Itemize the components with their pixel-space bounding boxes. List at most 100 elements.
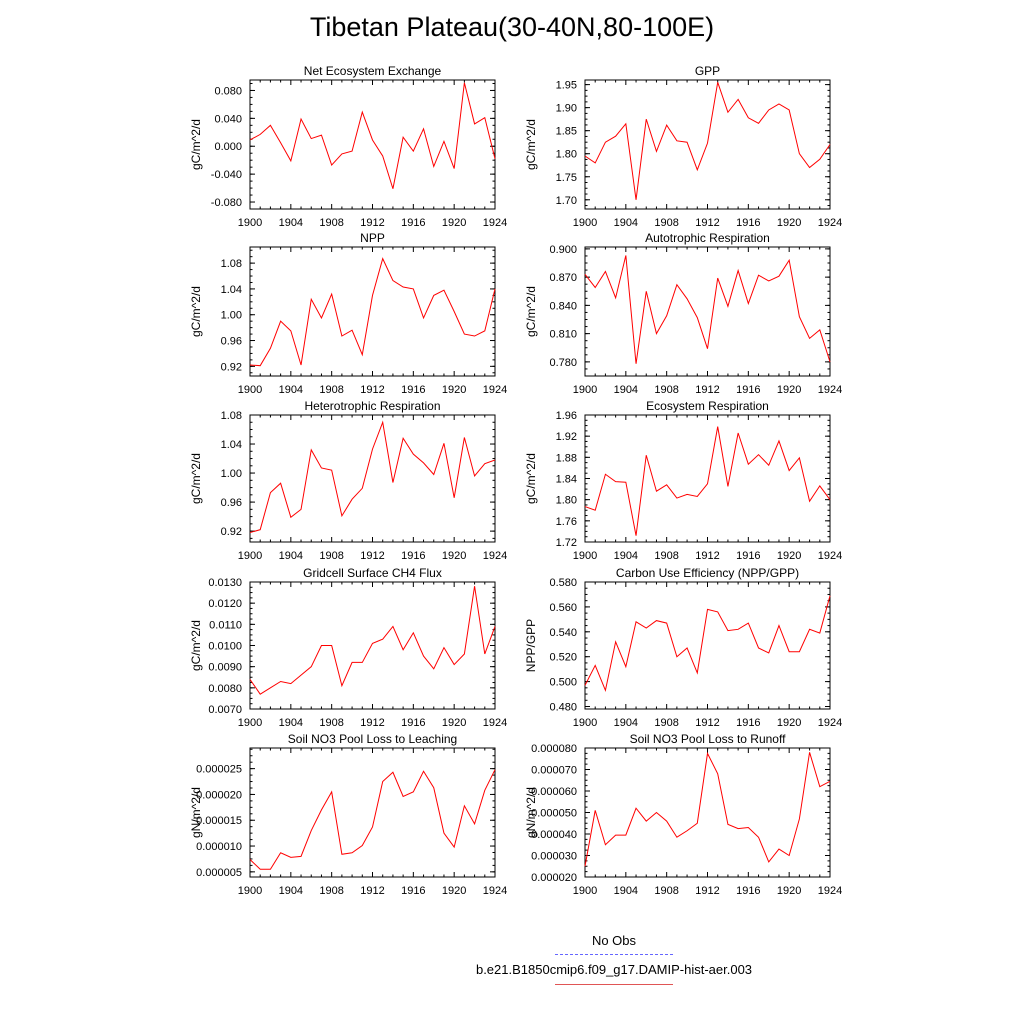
x-tick-label: 1920 — [442, 550, 466, 562]
y-tick-label: 0.500 — [549, 677, 577, 689]
y-tick-label: 1.84 — [556, 474, 577, 486]
plot-frame — [249, 581, 496, 710]
y-tick-label: 0.870 — [549, 272, 577, 284]
y-tick-label: 1.88 — [556, 452, 577, 464]
y-tick-label: 0.840 — [549, 300, 577, 312]
x-tick-label: 1908 — [319, 217, 343, 229]
plot-frame — [584, 747, 831, 878]
y-tick-label: 1.08 — [221, 410, 242, 422]
y-tick-label: 0.580 — [549, 577, 577, 589]
y-tick-label: 0.0090 — [208, 662, 242, 674]
y-axis-label: gN/m^2/d — [189, 787, 203, 838]
legend-swatch-model-run — [555, 984, 673, 985]
y-tick-label: 0.0110 — [209, 619, 242, 631]
x-tick-label: 1900 — [573, 550, 597, 562]
x-tick-label: 1900 — [573, 217, 597, 229]
y-tick-label: 0.780 — [549, 357, 577, 369]
panel-title: Soil NO3 Pool Loss to Leaching — [288, 732, 457, 746]
panel-title: Autotrophic Respiration — [645, 231, 770, 245]
y-tick-label: 1.76 — [556, 516, 577, 528]
y-tick-label: 1.00 — [221, 468, 242, 480]
page-title: Tibetan Plateau(30-40N,80-100E) — [309, 12, 715, 42]
series-line — [584, 595, 831, 693]
x-tick-label: 1908 — [319, 550, 343, 562]
y-tick-label: 0.96 — [221, 497, 242, 509]
x-tick-label: 1920 — [777, 217, 801, 229]
y-axis-label: NPP/GPP — [524, 619, 538, 672]
x-tick-label: 1908 — [319, 384, 343, 396]
panel-2: GPP gC/m^2/d 1900 1904 1908 1912 1916 1920 1924 1… — [524, 64, 842, 229]
y-tick-label: 0.0100 — [208, 641, 242, 653]
y-tick-label: 1.04 — [221, 439, 242, 451]
panel-10: Soil NO3 Pool Loss to Runoff gN/m^2/d 1900… — [524, 732, 842, 897]
legend-label-model-run: b.e21.B1850cmip6.f09_g17.DAMIP-hist-aer.… — [475, 962, 753, 977]
series-line — [584, 82, 831, 200]
x-tick-label: 1916 — [401, 217, 425, 229]
y-tick-label: 1.04 — [221, 284, 242, 296]
y-tick-label: 1.85 — [556, 126, 577, 138]
y-tick-label: 0.480 — [549, 702, 577, 714]
panel-title: Soil NO3 Pool Loss to Runoff — [630, 732, 787, 746]
x-tick-label: 1924 — [818, 550, 842, 562]
x-tick-label: 1900 — [238, 384, 262, 396]
y-tick-label: 1.92 — [556, 431, 577, 443]
y-tick-label: 0.0120 — [208, 598, 242, 610]
x-tick-label: 1904 — [614, 717, 638, 729]
y-axis-label: gC/m^2/d — [189, 286, 203, 337]
y-tick-label: 0.96 — [221, 336, 242, 348]
y-tick-label: 0.0070 — [208, 704, 242, 716]
y-tick-label: 0.560 — [549, 602, 577, 614]
y-tick-label: -0.040 — [211, 169, 242, 181]
x-tick-label: 1908 — [654, 550, 678, 562]
x-tick-label: 1900 — [573, 384, 597, 396]
panel-4: Autotrophic Respiration gC/m^2/d 1900 1904 1… — [524, 231, 842, 396]
x-tick-label: 1904 — [614, 885, 638, 897]
panel-9: Soil NO3 Pool Loss to Leaching gN/m^2/d 19… — [189, 732, 507, 897]
y-tick-label: 0.040 — [214, 113, 242, 125]
y-axis-label: gC/m^2/d — [189, 119, 203, 170]
x-tick-label: 1912 — [695, 384, 719, 396]
x-tick-label: 1904 — [614, 217, 638, 229]
x-tick-label: 1924 — [483, 885, 507, 897]
panel-title: Net Ecosystem Exchange — [304, 64, 442, 78]
x-tick-label: 1904 — [279, 550, 303, 562]
plot-frame — [249, 414, 496, 543]
panel-5: Heterotrophic Respiration gC/m^2/d 1900 190… — [189, 399, 507, 562]
y-tick-label: 0.000080 — [531, 743, 577, 755]
x-tick-label: 1920 — [442, 717, 466, 729]
legend-label-no-obs: No Obs — [591, 933, 637, 948]
plot-frame — [584, 246, 831, 377]
y-tick-label: 1.95 — [556, 80, 577, 92]
x-tick-label: 1924 — [818, 717, 842, 729]
x-tick-label: 1904 — [279, 717, 303, 729]
y-tick-label: 0.000060 — [531, 786, 577, 798]
x-tick-label: 1900 — [573, 885, 597, 897]
x-tick-label: 1912 — [695, 717, 719, 729]
x-tick-label: 1916 — [736, 384, 760, 396]
x-tick-label: 1924 — [818, 217, 842, 229]
y-tick-label: 1.80 — [556, 495, 577, 507]
y-tick-label: 1.08 — [221, 258, 242, 270]
y-tick-label: 1.75 — [556, 172, 577, 184]
y-tick-label: 0.000040 — [531, 829, 577, 841]
panel-8: Carbon Use Efficiency (NPP/GPP) NPP/GPP 19… — [524, 566, 842, 729]
x-tick-label: 1912 — [360, 885, 384, 897]
x-tick-label: 1912 — [695, 217, 719, 229]
y-tick-label: 0.0080 — [208, 683, 242, 695]
series-line — [249, 586, 496, 695]
y-tick-label: 1.72 — [556, 537, 577, 549]
panel-3: NPP gC/m^2/d 1900 1904 1908 1912 1916 1920 1924 1… — [189, 231, 507, 396]
x-tick-label: 1900 — [238, 717, 262, 729]
plot-frame — [249, 246, 496, 377]
x-tick-label: 1912 — [695, 550, 719, 562]
y-axis-label: gN/m^2/d — [524, 787, 538, 838]
y-axis-label: gC/m^2/d — [524, 286, 538, 337]
x-tick-label: 1916 — [401, 384, 425, 396]
y-tick-label: 1.70 — [556, 195, 577, 207]
x-tick-label: 1920 — [442, 217, 466, 229]
panel-title: Carbon Use Efficiency (NPP/GPP) — [616, 566, 799, 580]
x-tick-label: 1912 — [695, 885, 719, 897]
series-line — [584, 255, 831, 364]
x-tick-label: 1904 — [614, 550, 638, 562]
